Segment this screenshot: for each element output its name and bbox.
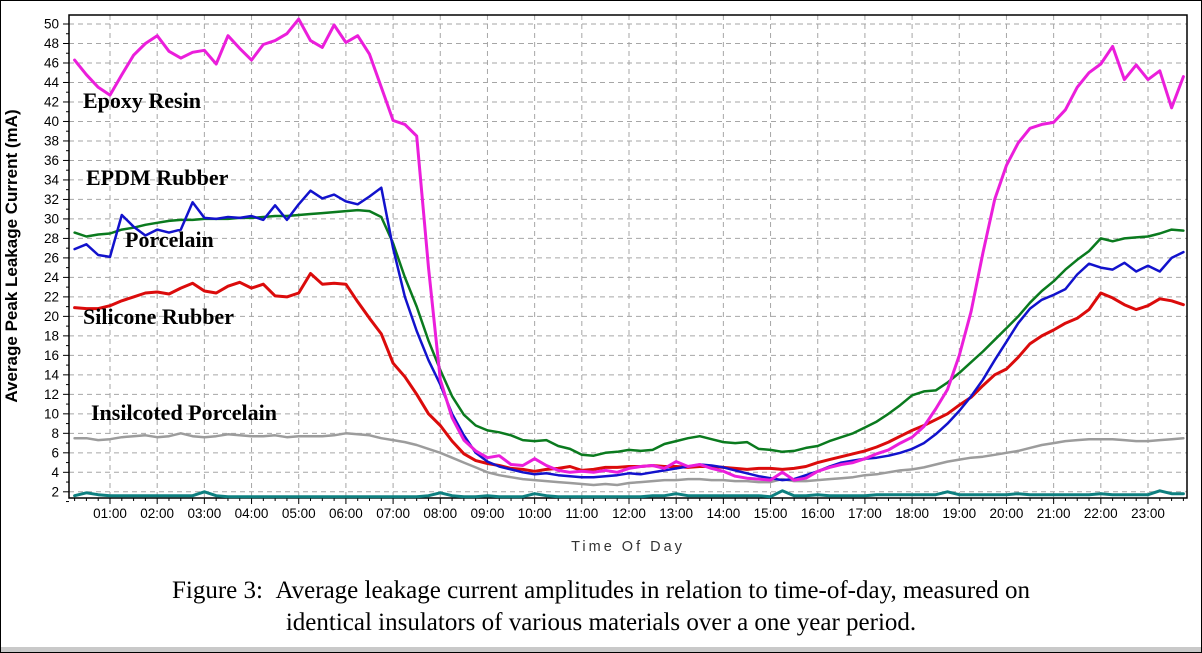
- x-tick-label: 07:00: [376, 506, 410, 521]
- y-tick-label: 4: [51, 465, 59, 480]
- gridlines: [69, 15, 1187, 498]
- series-line-epoxy-resin: [73, 17, 1185, 482]
- x-tick-label: 19:00: [942, 506, 976, 521]
- x-axis-title: Time Of Day: [571, 539, 685, 555]
- series-line-unlabeled: [73, 489, 1185, 499]
- y-tick-label: 48: [44, 36, 59, 51]
- x-tick-label: 10:00: [518, 506, 552, 521]
- x-tick-label: 06:00: [329, 506, 363, 521]
- y-tick-label: 26: [44, 250, 59, 265]
- x-tick-label: 05:00: [282, 506, 316, 521]
- y-tick-label: 50: [44, 17, 59, 32]
- x-tick-label: 01:00: [93, 506, 127, 521]
- line-chart: 2468101214161820222426283032343638404244…: [1, 1, 1201, 561]
- x-tick-label: 13:00: [659, 506, 693, 521]
- x-tick-label: 09:00: [471, 506, 505, 521]
- x-tick-label: 18:00: [895, 506, 929, 521]
- series-label-epoxy-resin: Epoxy Resin: [83, 88, 201, 113]
- bottom-edge-strip: [1, 647, 1201, 652]
- x-tick-label: 11:00: [565, 506, 598, 521]
- series-line-epdm-rubber: [73, 186, 1185, 482]
- x-tick-label: 14:00: [706, 506, 740, 521]
- y-tick-label: 44: [44, 75, 60, 90]
- y-tick-label: 20: [44, 309, 59, 324]
- y-tick-label: 42: [44, 94, 59, 109]
- series-label-insilcoted-porcelain: Insilcoted Porcelain: [91, 400, 277, 425]
- x-tick-label: 15:00: [754, 506, 788, 521]
- y-tick-label: 18: [44, 328, 59, 343]
- x-tick-label: 08:00: [423, 506, 457, 521]
- series-label-porcelain: Porcelain: [125, 227, 214, 252]
- figure-caption-line1: Figure 3: Average leakage current amplit…: [171, 577, 1031, 604]
- x-tick-label: 04:00: [235, 506, 269, 521]
- series-line-silicone-rubber: [73, 272, 1185, 473]
- y-tick-label: 2: [51, 484, 59, 499]
- figure-caption-line2: identical insulators of various material…: [285, 609, 917, 636]
- x-tick-label: 20:00: [990, 506, 1024, 521]
- x-tick-label: 21:00: [1037, 506, 1071, 521]
- y-axis-title: Average Peak Leakage Current (mA): [2, 109, 21, 402]
- y-tick-label: 10: [44, 406, 59, 421]
- x-tick-label: 16:00: [801, 506, 835, 521]
- y-tick-label: 12: [44, 387, 59, 402]
- series-label-silicone-rubber: Silicone Rubber: [83, 304, 234, 329]
- y-tick-label: 40: [44, 114, 59, 129]
- y-tick-label: 32: [44, 192, 59, 207]
- y-tick-label: 34: [44, 172, 60, 187]
- y-tick-label: 30: [44, 211, 59, 226]
- y-tick-label: 16: [44, 348, 59, 363]
- y-tick-label: 46: [44, 55, 59, 70]
- series-label-epdm-rubber: EPDM Rubber: [86, 165, 229, 190]
- x-tick-label: 03:00: [187, 506, 221, 521]
- y-tick-label: 22: [44, 289, 59, 304]
- x-tick-label: 02:00: [140, 506, 174, 521]
- y-tick-label: 24: [44, 270, 60, 285]
- y-tick-label: 36: [44, 153, 59, 168]
- figure-caption: Figure 3: Average leakage current amplit…: [1, 575, 1201, 639]
- y-tick-label: 28: [44, 231, 59, 246]
- x-tick-label: 22:00: [1084, 506, 1118, 521]
- x-tick-label: 17:00: [848, 506, 882, 521]
- series-line-insilcoted-porcelain: [73, 432, 1185, 487]
- y-tick-label: 6: [51, 445, 59, 460]
- x-tick-label: 12:00: [612, 506, 646, 521]
- y-tick-label: 8: [51, 426, 59, 441]
- y-tick-label: 14: [44, 367, 60, 382]
- y-tick-label: 38: [44, 133, 59, 148]
- x-tick-label: 23:00: [1131, 506, 1165, 521]
